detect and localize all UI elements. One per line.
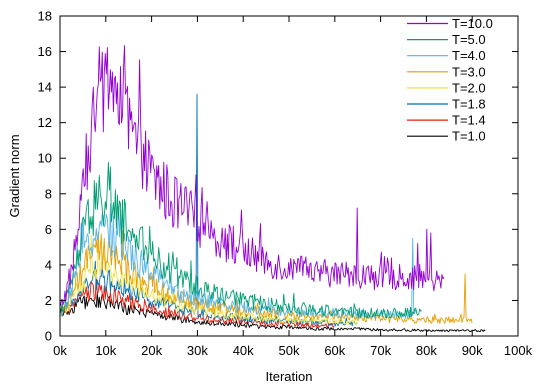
x-tick-label: 20k xyxy=(141,343,162,358)
x-tick-label: 90k xyxy=(462,343,483,358)
y-axis-label: Gradient norm xyxy=(7,134,22,217)
y-tick-label: 0 xyxy=(45,329,52,344)
legend-label: T=2.0 xyxy=(452,80,486,95)
x-tick-label: 10k xyxy=(95,343,116,358)
legend: T=10.0T=5.0T=4.0T=3.0T=2.0 T=1.8T=1.4T=1.… xyxy=(407,16,493,144)
x-tick-label: 40k xyxy=(233,343,254,358)
x-tick-label: 60k xyxy=(324,343,345,358)
legend-label: T=1.8 xyxy=(452,97,486,112)
y-tick-label: 2 xyxy=(45,293,52,308)
y-tick-label: 6 xyxy=(45,222,52,237)
series-line xyxy=(59,230,473,324)
x-tick-label: 30k xyxy=(187,343,208,358)
series-line xyxy=(60,161,422,319)
x-tick-label: 50k xyxy=(279,343,300,358)
legend-label: T=5.0 xyxy=(452,32,486,47)
legend-label: T=1.4 xyxy=(452,113,486,128)
legend-label: T=1.0 xyxy=(452,129,486,144)
ticks-layer: 0k 10k 20k 30k 40k 50k 60k 70k 80k 90k 100k 0 2 4 6 8 10… xyxy=(38,9,533,359)
y-tick-label: 8 xyxy=(45,186,52,201)
legend-label: T=4.0 xyxy=(452,48,486,63)
series-line xyxy=(59,45,445,307)
x-tick-label: 80k xyxy=(416,343,437,358)
y-tick-label: 10 xyxy=(38,151,52,166)
x-tick-label: 70k xyxy=(370,343,391,358)
y-tick-label: 12 xyxy=(38,115,52,130)
y-tick-label: 16 xyxy=(38,44,52,59)
series-layer xyxy=(59,45,486,333)
series-line xyxy=(59,269,335,328)
x-tick-label: 100k xyxy=(504,343,533,358)
y-tick-label: 18 xyxy=(38,9,52,24)
y-tick-label: 14 xyxy=(38,80,52,95)
x-axis-label: Iteration xyxy=(266,369,313,384)
y-tick-label: 4 xyxy=(45,257,52,272)
x-tick-label: 0k xyxy=(53,343,67,358)
legend-label: T=10.0 xyxy=(452,16,493,31)
legend-label: T=3.0 xyxy=(452,64,486,79)
